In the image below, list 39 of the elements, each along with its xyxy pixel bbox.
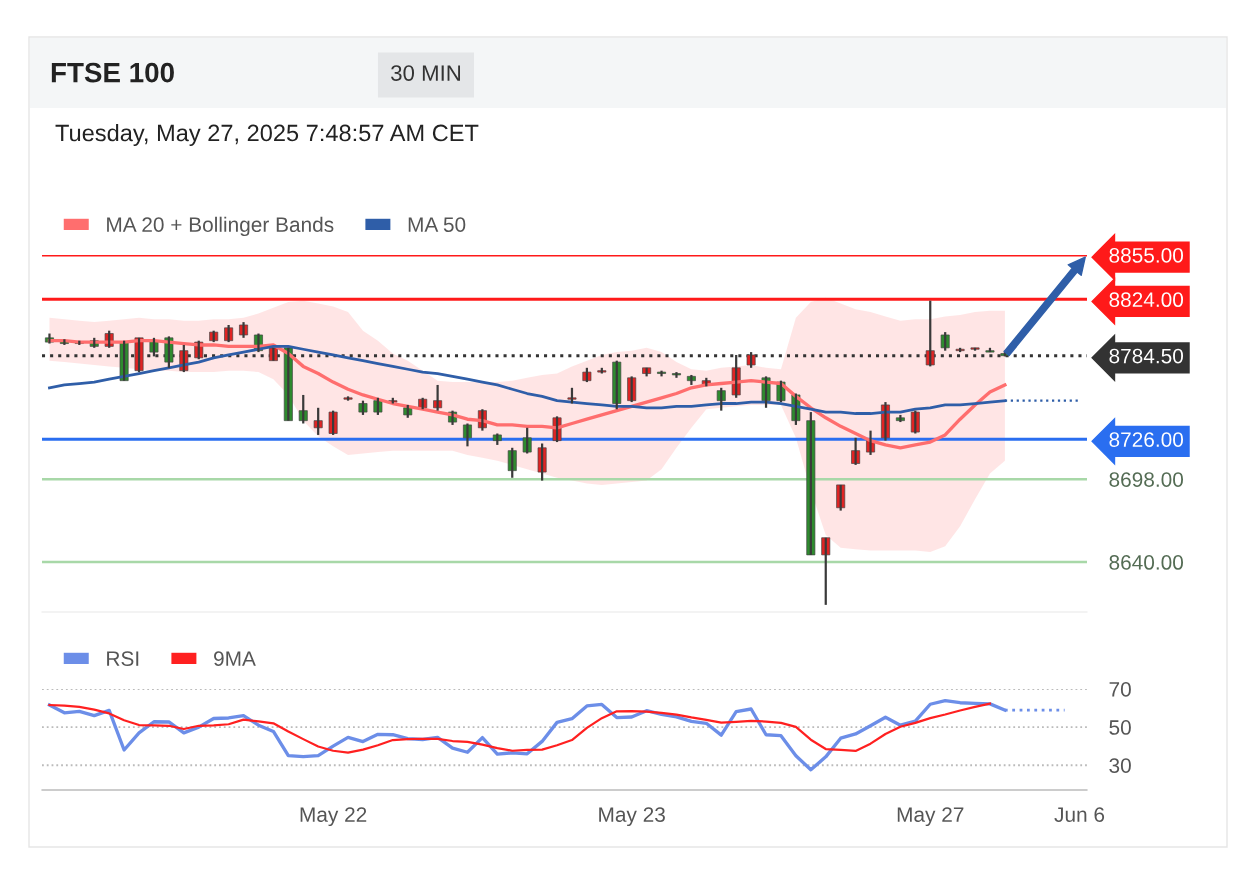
candlestick	[343, 395, 353, 402]
candlestick	[821, 536, 831, 606]
y-tick-label: 8698.00	[1109, 472, 1184, 487]
legend-label: 9MA	[214, 651, 256, 666]
line-series	[48, 702, 992, 754]
x-tick-label: May 27	[897, 807, 964, 827]
candlestick	[403, 403, 413, 419]
text: 30 MIN	[391, 65, 460, 81]
y-tick-label: 50	[1109, 720, 1131, 735]
y-tick-label: 8855.00	[1109, 248, 1184, 263]
candlestick	[313, 406, 323, 437]
candlestick	[597, 366, 607, 375]
x-tick-label: May 23	[599, 807, 665, 827]
candlestick	[612, 359, 622, 411]
legend-label: MA 20 + Bollinger Bands	[107, 216, 334, 237]
y-tick-label: 8824.00	[1109, 292, 1184, 308]
candlestick	[298, 393, 308, 425]
candlestick	[970, 346, 980, 352]
chart-title: FTSE 100	[51, 62, 174, 83]
chart-subtitle: Tuesday, May 27, 2025 7:48:57 AM CET	[55, 124, 479, 146]
candlestick	[806, 410, 816, 556]
candlestick	[522, 426, 532, 455]
legend-label: MA 50	[408, 217, 466, 232]
candlestick	[657, 369, 666, 378]
legend-label: RSI	[107, 651, 139, 666]
y-tick-label: 8784.50	[1109, 348, 1184, 364]
x-tick-label: May 22	[300, 807, 367, 827]
y-tick-label: 30	[1109, 758, 1131, 773]
candlestick	[537, 442, 547, 482]
candlestick	[716, 386, 726, 412]
candlestick	[328, 409, 338, 437]
x-tick-label: Jun 6	[1054, 807, 1105, 822]
y-tick-label: 8640.00	[1109, 555, 1184, 570]
candlestick	[507, 446, 517, 479]
candlestick	[672, 370, 681, 379]
y-tick-label: 8726.00	[1109, 432, 1184, 447]
y-tick-label: 70	[1109, 682, 1131, 697]
candlestick	[940, 331, 950, 352]
candlestick	[567, 386, 577, 405]
